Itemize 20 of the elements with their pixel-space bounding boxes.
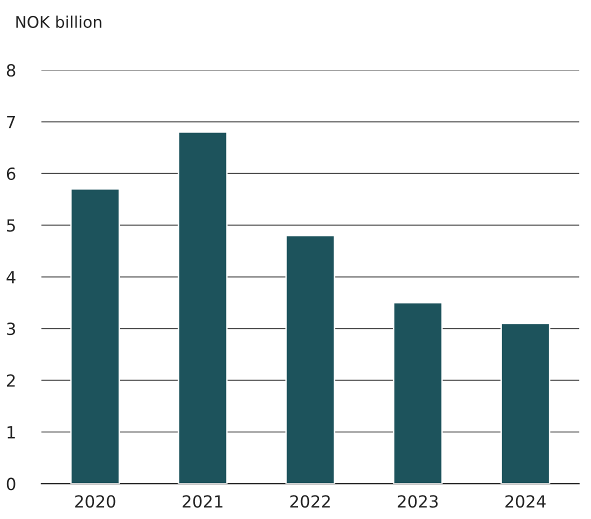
y-tick-label: 0 xyxy=(6,478,16,490)
y-tick-label: 2 xyxy=(6,374,15,387)
x-tick-label: 2022 xyxy=(290,495,330,508)
x-tick-label: 2024 xyxy=(505,495,546,508)
bar xyxy=(500,322,550,484)
y-axis-title: NOK billion xyxy=(16,16,102,28)
bar xyxy=(70,188,120,484)
y-tick-label: 3 xyxy=(7,322,16,336)
y-tick-label: 7 xyxy=(7,116,15,128)
x-tick-label: 2023 xyxy=(398,495,438,508)
x-tick-label: 2020 xyxy=(75,495,116,508)
y-tick-label: 1 xyxy=(8,426,15,438)
bar xyxy=(178,131,228,484)
y-tick-label: 4 xyxy=(6,271,16,284)
x-tick-label: 2021 xyxy=(182,495,222,508)
y-tick-label: 5 xyxy=(7,219,15,232)
y-tick-label: 6 xyxy=(6,167,16,180)
bar xyxy=(392,302,443,484)
bar xyxy=(285,234,336,484)
y-tick-label: 8 xyxy=(6,64,16,77)
